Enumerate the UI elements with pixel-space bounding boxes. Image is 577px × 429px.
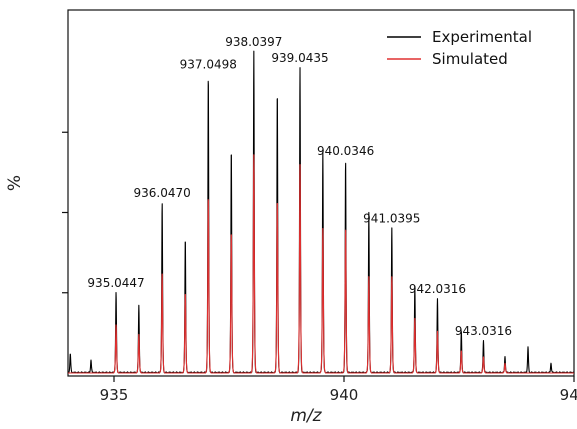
peak-label: 939.0435 [271, 51, 328, 65]
y-axis-label: % [5, 175, 25, 191]
x-axis-ticks: 935 940 945 [100, 376, 577, 404]
peak-label: 936.0470 [134, 186, 191, 200]
peak-label: 940.0346 [317, 144, 374, 158]
series-layer [67, 50, 575, 374]
peak-label: 942.0316 [409, 282, 466, 296]
plot-frame [67, 9, 575, 377]
peak-label: 937.0498 [180, 57, 237, 71]
peak-label: 935.0447 [87, 276, 144, 290]
legend-label-experimental: Experimental [432, 28, 532, 46]
legend-label-simulated: Simulated [432, 50, 508, 68]
x-tick-label: 945 [560, 386, 577, 404]
y-axis-ticks [62, 131, 68, 294]
peak-label: 941.0395 [363, 212, 420, 226]
peak-labels: 935.0447 936.0470 937.0498 938.0397 939.0435… [87, 35, 512, 338]
legend: Experimental Simulated [387, 28, 532, 68]
x-tick-label: 935 [100, 386, 129, 404]
series-line-simulated [67, 154, 575, 374]
peak-label: 943.0316 [455, 324, 512, 338]
x-tick-label: 940 [330, 386, 359, 404]
x-axis-label: m/z [290, 406, 322, 426]
peak-label: 938.0397 [225, 35, 282, 49]
